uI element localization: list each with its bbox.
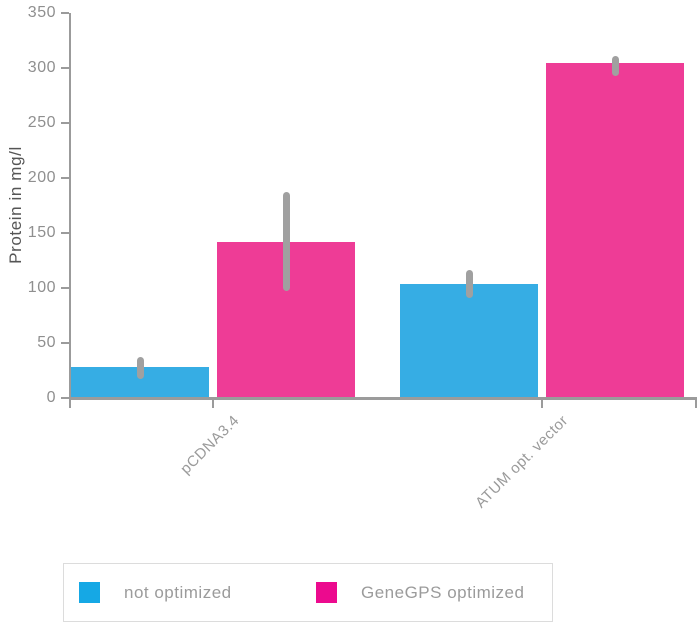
- y-axis-line: [69, 13, 71, 408]
- x-category-label: ATUM opt. vector: [472, 412, 573, 512]
- y-tick-mark: [61, 67, 69, 69]
- x-category-label: pCDNA3.4: [177, 412, 244, 478]
- y-tick-mark: [61, 122, 69, 124]
- error-bar-1-0: [282, 192, 290, 292]
- bar-1-1: [546, 62, 684, 398]
- legend-swatch: [316, 582, 337, 603]
- y-tick-label: 250: [27, 114, 56, 131]
- error-bar-0-1: [465, 270, 473, 298]
- y-tick-label: 0: [46, 389, 56, 406]
- bar-0-1: [400, 283, 538, 398]
- y-tick-label: 200: [27, 169, 56, 186]
- y-tick-label: 300: [27, 59, 56, 76]
- y-tick-mark: [61, 177, 69, 179]
- legend: not optimized GeneGPS optimized: [63, 563, 553, 622]
- error-bar-1-1: [611, 55, 619, 76]
- x-axis-line: [69, 397, 697, 400]
- y-axis-title: Protein in mg/l: [6, 146, 25, 264]
- x-axis-end-tick: [695, 398, 697, 408]
- y-tick-mark: [61, 12, 69, 14]
- y-tick-mark: [61, 342, 69, 344]
- x-tick-mark: [212, 398, 214, 408]
- legend-swatch: [79, 582, 100, 603]
- error-bar-0-0: [136, 357, 144, 380]
- legend-label: GeneGPS optimized: [361, 583, 525, 602]
- y-tick-mark: [61, 232, 69, 234]
- y-tick-mark: [61, 287, 69, 289]
- y-tick-mark: [61, 397, 69, 399]
- y-tick-label: 100: [27, 279, 56, 296]
- legend-label: not optimized: [124, 583, 232, 602]
- y-tick-label: 350: [27, 4, 56, 21]
- y-tick-label: 150: [27, 224, 56, 241]
- x-tick-mark: [541, 398, 543, 408]
- y-tick-label: 50: [37, 334, 56, 351]
